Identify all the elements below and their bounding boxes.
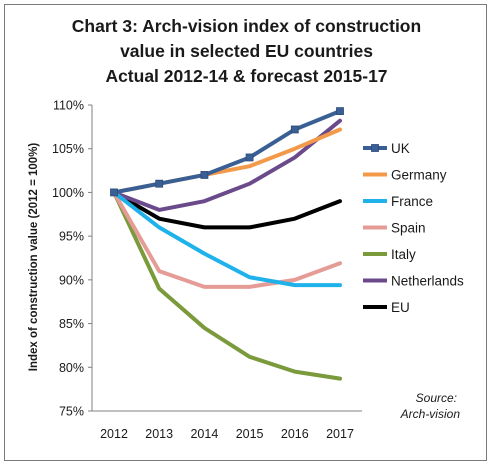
series-line-spain [112,190,342,289]
legend-label-france: France [391,194,433,209]
legend-label-uk: UK [391,141,410,156]
chart-title-line-1: Chart 3: Arch-vision index of constructi… [71,16,422,36]
legend-label-eu: EU [391,300,410,315]
y-tick-label: 105% [52,142,84,156]
x-tick-labels: 2012 2013 2014 2015 2016 2017 [100,427,354,441]
source-name: Arch-vision [400,407,461,421]
data-point-uk [336,107,344,116]
legend-label-netherlands: Netherlands [391,274,464,289]
y-tick-label: 85% [59,317,84,331]
data-point-uk [155,179,164,188]
chart-title-line-3: Actual 2012-14 & forecast 2015-17 [105,66,388,86]
y-tick-label: 95% [59,230,84,244]
series-line-italy [112,190,342,381]
y-tick-label: 75% [59,405,84,419]
axes [88,104,362,412]
y-tick-labels: 75% 80% 85% 90% 95% 100% 105% 110% [52,99,84,419]
series-line-eu [112,190,342,230]
data-point-uk [200,171,209,179]
source-label: Source: [416,391,457,405]
x-tick-label: 2017 [326,427,354,441]
chart-title-line-2: value in selected EU countries [120,41,373,61]
x-tick-label: 2014 [190,427,218,441]
y-tick-label: 110% [53,99,84,113]
y-tick-label: 80% [59,361,84,375]
y-tick-label: 90% [59,273,84,287]
series-line-netherlands [112,118,342,212]
legend-label-spain: Spain [391,221,426,236]
y-axis-label: Index of construction value (2012 = 100%… [28,143,40,372]
x-tick-label: 2012 [100,427,128,441]
y-tick-label: 100% [52,186,84,200]
chart-frame [4,4,487,461]
data-point-uk [290,125,299,134]
legend-marker-uk [371,144,379,152]
series-line-uk [112,109,342,195]
series-lines [110,107,344,381]
data-point-uk [245,153,254,162]
x-tick-label: 2013 [145,427,173,441]
x-tick-label: 2015 [236,427,264,441]
legend: UK Germany France Spain Italy Netherlands EU [363,141,464,315]
x-tick-label: 2016 [281,427,309,441]
series-line-france [112,190,342,288]
legend-label-germany: Germany [391,168,447,183]
legend-label-italy: Italy [391,247,416,262]
series-line-germany [112,127,342,195]
data-point-uk [110,188,118,197]
